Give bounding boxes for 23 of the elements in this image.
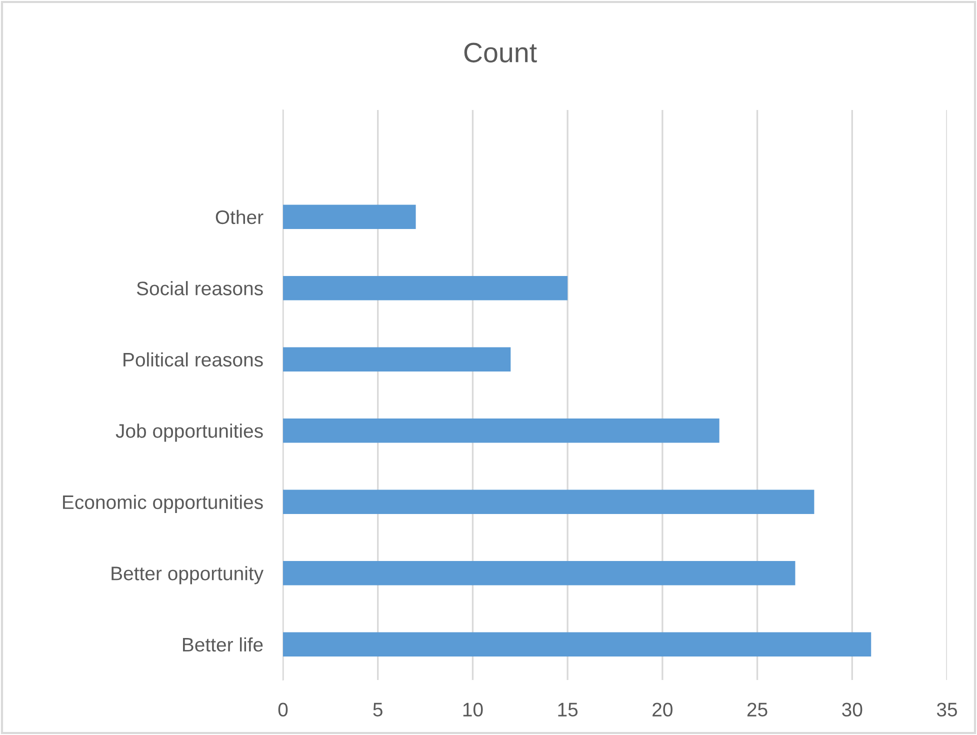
y-tick-label: Better life xyxy=(183,637,263,652)
x-tick-label: 10 xyxy=(463,702,483,717)
x-tick-label: 5 xyxy=(373,702,382,717)
bar xyxy=(283,276,568,300)
y-tick-label: Better opportunity xyxy=(112,566,264,584)
chart-title: Count xyxy=(464,42,537,62)
bar xyxy=(283,347,511,372)
bar xyxy=(283,418,720,443)
bar xyxy=(283,632,872,656)
x-tick-label: 30 xyxy=(842,702,862,717)
x-tick-label: 35 xyxy=(936,702,957,717)
y-tick-label: Other xyxy=(216,210,264,224)
y-tick-label: Social reasons xyxy=(136,281,263,296)
x-tick-label: 20 xyxy=(652,702,672,717)
y-tick-label: Economic opportunities xyxy=(63,494,263,513)
x-tick-label: 25 xyxy=(747,702,768,717)
y-tick-label: Job opportunities xyxy=(116,424,263,442)
y-tick-label: Political reasons xyxy=(124,352,263,367)
bar xyxy=(283,490,814,514)
bar xyxy=(283,204,416,229)
bar xyxy=(283,561,796,586)
x-tick-label: 0 xyxy=(278,702,288,717)
x-tick-label: 15 xyxy=(558,702,578,717)
